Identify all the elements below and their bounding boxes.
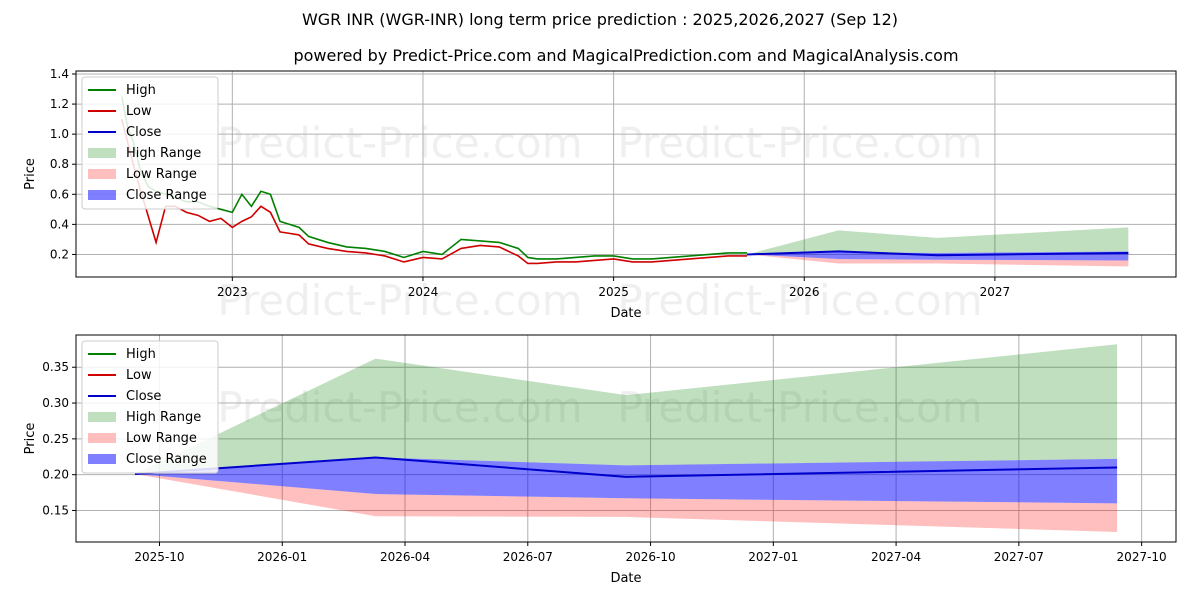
x-axis-label: Date — [610, 571, 641, 586]
legend-swatch-patch — [88, 148, 116, 158]
y-tick-label: 0.8 — [50, 157, 69, 171]
x-tick-label: 2026-04 — [380, 550, 430, 564]
x-tick-label: 2027 — [980, 285, 1011, 299]
legend-swatch-patch — [88, 169, 116, 179]
legend-label: Low Range — [126, 167, 197, 182]
x-tick-label: 2027-04 — [871, 550, 921, 564]
low-range-band — [747, 254, 1129, 267]
x-tick-label: 2027-01 — [748, 550, 798, 564]
watermark-text: Predict-Price.com — [617, 276, 982, 325]
x-tick-label: 2025-10 — [134, 550, 184, 564]
top-panel: Predict-Price.com Predict-Price.com Predic… — [23, 67, 1177, 325]
legend-label: High — [126, 83, 156, 98]
x-tick-label: 2026-01 — [257, 550, 307, 564]
watermark-text: Predict-Price.com — [617, 383, 982, 432]
legend-label: Low Range — [126, 431, 197, 446]
legend-label: Close — [126, 389, 161, 404]
legend-label: High — [126, 347, 156, 362]
x-tick-label: 2027-10 — [1117, 550, 1167, 564]
y-tick-label: 1.0 — [50, 127, 69, 141]
x-tick-label: 2026-07 — [503, 550, 553, 564]
watermark-text: Predict-Price.com — [217, 383, 582, 432]
y-tick-label: 0.30 — [42, 396, 69, 410]
y-tick-label: 0.2 — [50, 247, 69, 261]
watermark-text: Predict-Price.com — [217, 119, 582, 168]
legend-label: Close Range — [126, 188, 207, 203]
legend-label: High Range — [126, 146, 201, 161]
high-range-band — [747, 227, 1129, 255]
chart-title: WGR INR (WGR-INR) long term price predic… — [302, 10, 898, 29]
legend-swatch-patch — [88, 454, 116, 464]
low-range-band — [134, 473, 1118, 532]
chart-subtitle: powered by Predict-Price.com and Magical… — [293, 46, 958, 65]
y-tick-label: 0.4 — [50, 217, 69, 231]
watermark-text: Predict-Price.com — [617, 119, 982, 168]
x-tick-label: 2026 — [789, 285, 820, 299]
x-tick-label: 2026-10 — [625, 550, 675, 564]
legend-label: Low — [126, 368, 152, 383]
close-series-line — [747, 250, 1129, 257]
y-tick-label: 1.2 — [50, 97, 69, 111]
x-tick-label: 2025 — [598, 285, 629, 299]
legend-label: Low — [126, 104, 152, 119]
x-tick-label: 2027-07 — [994, 550, 1044, 564]
y-axis-label: Price — [23, 158, 38, 190]
watermark-text: Predict-Price.com — [217, 276, 582, 325]
close-range-band — [134, 457, 1118, 504]
legend-label: Close Range — [126, 452, 207, 467]
legend-swatch-patch — [88, 190, 116, 200]
x-tick-label: 2023 — [217, 285, 248, 299]
y-tick-label: 0.6 — [50, 187, 69, 201]
y-tick-label: 0.20 — [42, 468, 69, 482]
x-axis-label: Date — [610, 306, 641, 321]
y-tick-label: 0.25 — [42, 432, 69, 446]
y-tick-label: 1.4 — [50, 67, 69, 81]
y-tick-label: 0.35 — [42, 360, 69, 374]
high-range-band — [134, 344, 1118, 474]
x-tick-label: 2024 — [408, 285, 439, 299]
legend-label: Close — [126, 125, 161, 140]
y-axis-label: Price — [23, 423, 38, 455]
bottom-panel: Predict-Price.com Predict-Price.com 2025-1… — [23, 334, 1177, 586]
legend-swatch-patch — [88, 412, 116, 422]
legend-label: High Range — [126, 410, 201, 425]
y-tick-label: 0.15 — [42, 503, 69, 517]
close-series-line — [134, 456, 1118, 478]
plot-frame — [75, 70, 1177, 278]
legend-swatch-patch — [88, 433, 116, 443]
